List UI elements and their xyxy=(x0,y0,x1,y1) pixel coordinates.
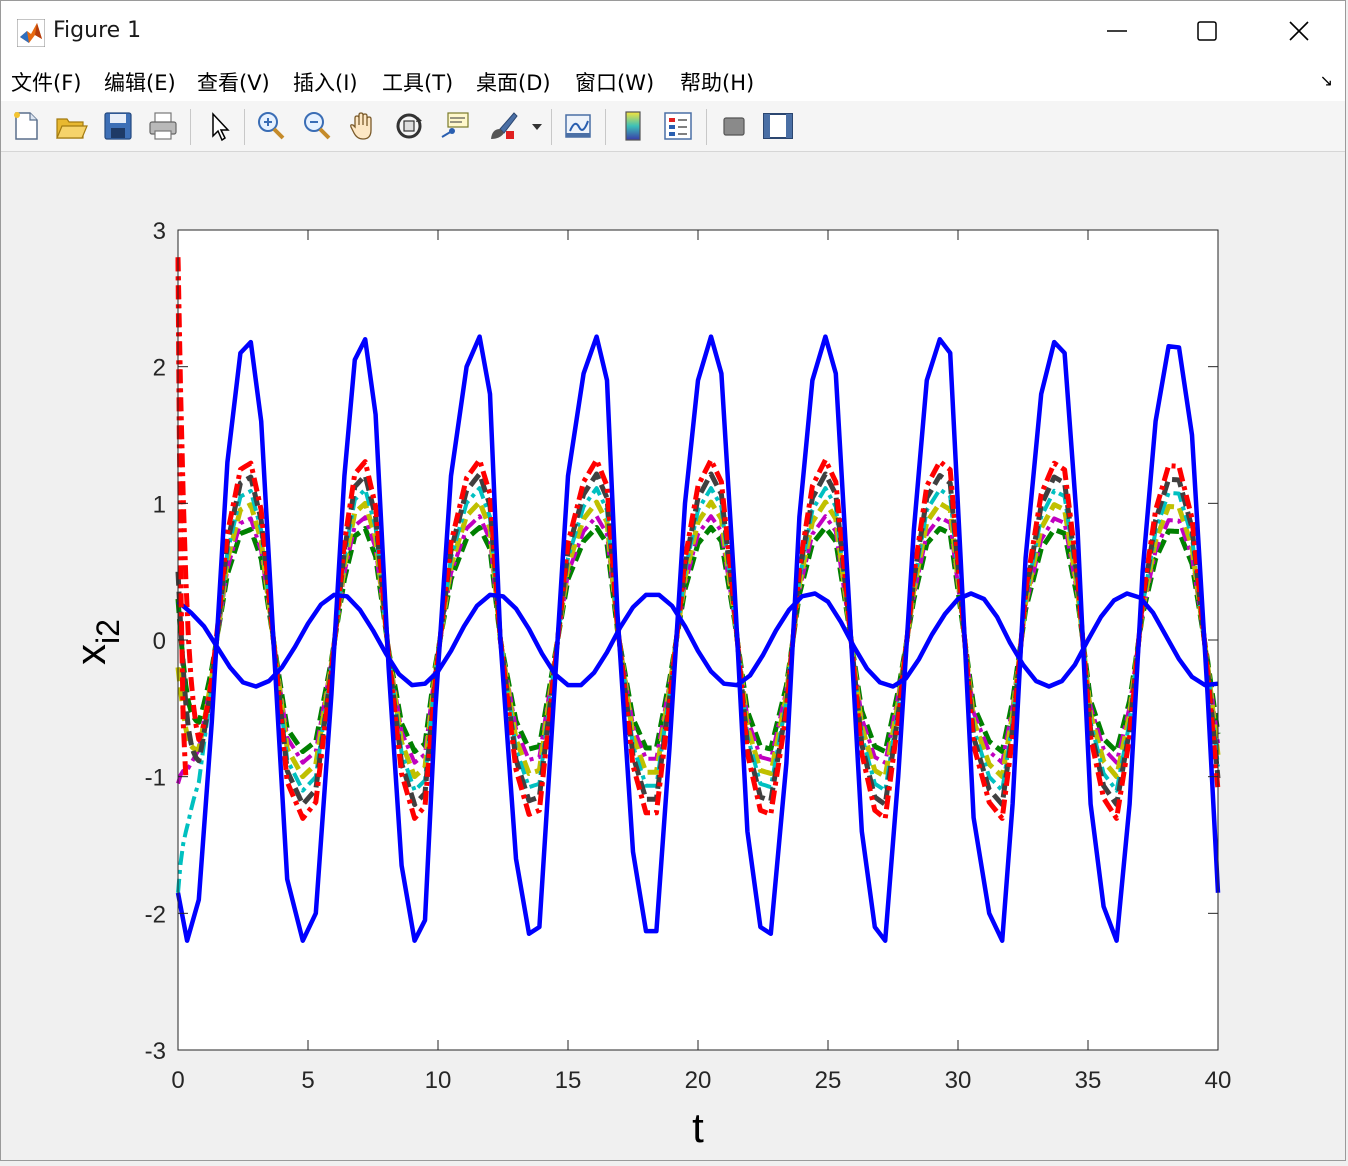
x-tick-label: 20 xyxy=(685,1067,712,1094)
y-axis-label-subscript: i2 xyxy=(90,619,126,644)
matlab-logo-icon xyxy=(17,19,45,47)
maximize-icon xyxy=(1197,21,1217,41)
line-chart[interactable]: 0 5 10 15 20 25 30 35 40 -3 -2 -1 0 1 2 3 t xi2 xyxy=(1,152,1347,1162)
minimize-button[interactable] xyxy=(1071,1,1163,61)
save-icon[interactable] xyxy=(101,109,135,143)
tick-layer: 0 5 10 15 20 25 30 35 40 -3 -2 -1 0 1 2 3 xyxy=(145,218,1232,1094)
figure-canvas[interactable]: 0 5 10 15 20 25 30 35 40 -3 -2 -1 0 1 2 3 t xi2 xyxy=(1,152,1345,1160)
close-button[interactable] xyxy=(1253,1,1345,61)
menu-tools[interactable]: 工具(T) xyxy=(382,71,454,95)
menu-view[interactable]: 查看(V) xyxy=(197,71,270,95)
toolbar-separator xyxy=(551,109,552,145)
toolbar-separator xyxy=(244,109,245,145)
window-title: Figure 1 xyxy=(53,18,142,43)
menu-insert[interactable]: 插入(I) xyxy=(293,71,358,95)
menu-bar: 文件(F) 编辑(E) 查看(V) 插入(I) 工具(T) 桌面(D) 窗口(W… xyxy=(1,61,1345,102)
x-tick-label: 15 xyxy=(555,1067,582,1094)
rotate-3d-icon[interactable] xyxy=(392,109,426,143)
menu-window[interactable]: 窗口(W) xyxy=(575,71,655,95)
menu-edit[interactable]: 编辑(E) xyxy=(104,71,176,95)
dock-figure-button[interactable]: ↘ xyxy=(1319,71,1333,90)
open-file-icon[interactable] xyxy=(54,109,88,143)
select-arrow-icon[interactable] xyxy=(203,109,237,143)
maximize-button[interactable] xyxy=(1161,1,1253,61)
axes-box xyxy=(177,229,1219,1051)
x-axis-label: t xyxy=(692,1104,704,1151)
hide-plot-tools-icon[interactable] xyxy=(717,109,751,143)
pan-hand-icon[interactable] xyxy=(346,109,380,143)
colorbar-icon[interactable] xyxy=(616,109,650,143)
y-tick-label: -2 xyxy=(145,901,166,928)
follower-series-line xyxy=(175,499,1221,780)
close-icon xyxy=(1289,21,1309,41)
show-plot-tools-icon[interactable] xyxy=(761,109,795,143)
x-tick-label: 35 xyxy=(1075,1067,1102,1094)
menu-help[interactable]: 帮助(H) xyxy=(680,71,755,95)
data-cursor-icon[interactable] xyxy=(438,109,472,143)
y-axis-label-group: xi2 xyxy=(67,619,126,665)
brush-icon[interactable] xyxy=(486,109,520,143)
legend-icon[interactable] xyxy=(661,109,695,143)
x-tick-label: 30 xyxy=(945,1067,972,1094)
initial-transient-line xyxy=(175,257,189,777)
toolbar-separator xyxy=(706,109,707,145)
figure-toolbar xyxy=(1,101,1345,152)
toolbar-separator xyxy=(190,109,191,145)
new-figure-icon[interactable] xyxy=(9,109,43,143)
y-tick-label: 0 xyxy=(153,628,166,655)
follower-series-line xyxy=(175,257,1221,821)
zoom-out-icon[interactable] xyxy=(300,109,334,143)
y-tick-label: 3 xyxy=(153,218,166,245)
menu-file[interactable]: 文件(F) xyxy=(11,71,82,95)
minimize-icon xyxy=(1107,30,1127,32)
y-axis-label-main: x xyxy=(67,644,114,665)
x-tick-label: 10 xyxy=(425,1067,452,1094)
reference-series-line xyxy=(176,591,1219,689)
toolbar-separator xyxy=(605,109,606,145)
x-tick-label: 0 xyxy=(171,1067,184,1094)
reference-series-line xyxy=(175,334,1221,943)
x-tick-label: 5 xyxy=(301,1067,314,1094)
series-layer xyxy=(175,257,1221,943)
y-tick-label: -1 xyxy=(145,765,166,792)
link-plot-icon[interactable] xyxy=(561,109,595,143)
title-bar[interactable]: Figure 1 xyxy=(1,1,1345,61)
axes-background xyxy=(178,230,1218,1050)
x-tick-label: 40 xyxy=(1205,1067,1232,1094)
y-tick-label: -3 xyxy=(145,1038,166,1065)
y-tick-label: 2 xyxy=(153,355,166,382)
print-icon[interactable] xyxy=(146,109,180,143)
zoom-in-icon[interactable] xyxy=(254,109,288,143)
x-tick-label: 25 xyxy=(815,1067,842,1094)
y-axis-label: xi2 xyxy=(67,619,126,665)
y-tick-label: 1 xyxy=(153,491,166,518)
menu-desktop[interactable]: 桌面(D) xyxy=(476,71,551,95)
brush-dropdown-icon[interactable] xyxy=(529,109,545,143)
